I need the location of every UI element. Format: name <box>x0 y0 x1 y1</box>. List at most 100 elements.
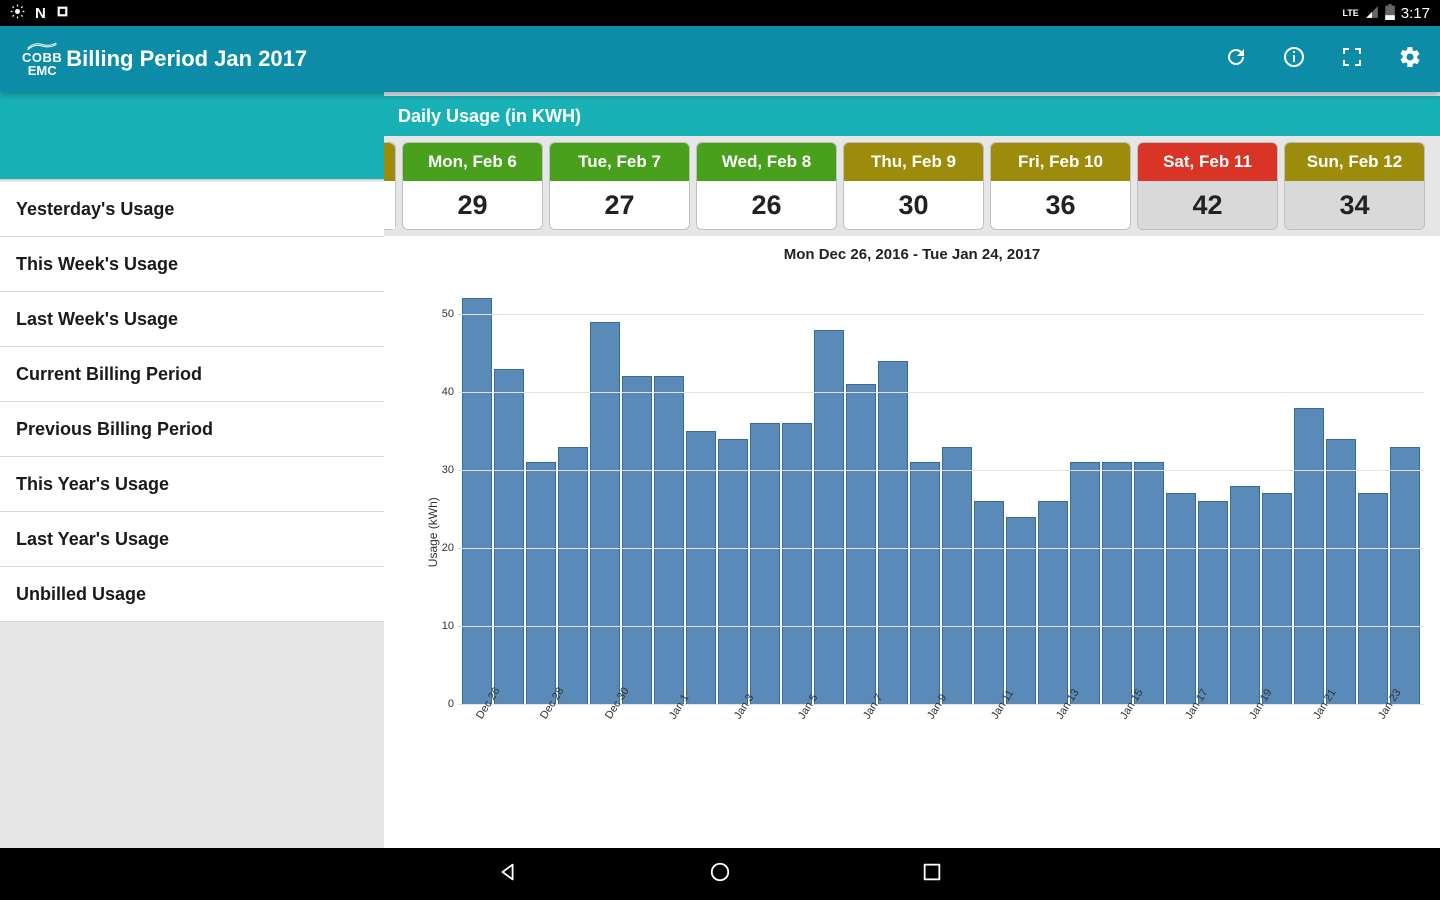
chart-bar <box>590 322 620 704</box>
clock-label: 3:17 <box>1401 5 1430 22</box>
signal-icon <box>1365 5 1379 22</box>
day-card-value: 29 <box>403 181 542 229</box>
sidebar: Yesterday's UsageThis Week's UsageLast W… <box>0 92 384 848</box>
chart-bar <box>1070 462 1100 704</box>
day-card-label: Fri, Feb 10 <box>991 143 1130 181</box>
chart-bar <box>1358 493 1388 704</box>
day-card[interactable]: Sat, Feb 1142 <box>1137 142 1278 230</box>
y-axis-label: Usage (kWh) <box>426 497 440 567</box>
chart-bar <box>1102 462 1132 704</box>
chart-title: Mon Dec 26, 2016 - Tue Jan 24, 2017 <box>390 246 1434 263</box>
panel-title: Daily Usage (in KWH) <box>384 96 1440 136</box>
day-card-value: 42 <box>1138 181 1277 229</box>
main: Daily Usage (in KWH) Mon, Feb 629Tue, Fe… <box>384 92 1440 848</box>
android-nav-bar <box>0 848 1440 900</box>
logo: COBB EMC <box>22 42 62 77</box>
gear-icon[interactable] <box>1398 45 1422 74</box>
back-icon[interactable] <box>497 861 519 888</box>
day-card-label: Tue, Feb 7 <box>550 143 689 181</box>
status-left: N <box>10 4 69 22</box>
chart-bar <box>526 462 556 704</box>
chart-bar <box>974 501 1004 704</box>
chart-bar <box>910 462 940 704</box>
y-tick: 50 <box>428 308 454 320</box>
day-card[interactable]: Sun, Feb 1234 <box>1284 142 1425 230</box>
y-tick: 10 <box>428 620 454 632</box>
android-status-bar: N LTE 3:17 <box>0 0 1440 26</box>
day-cards-row[interactable]: Mon, Feb 629Tue, Feb 727Wed, Feb 826Thu,… <box>384 136 1440 236</box>
y-tick: 40 <box>428 386 454 398</box>
chart-bar <box>1038 501 1068 704</box>
chart-bar <box>654 376 684 704</box>
day-card[interactable]: Wed, Feb 826 <box>696 142 837 230</box>
logo-line1: COBB <box>22 51 62 64</box>
sidebar-item[interactable]: Last Year's Usage <box>0 512 384 567</box>
sidebar-item[interactable]: This Week's Usage <box>0 237 384 292</box>
chart-bar <box>718 439 748 704</box>
sidebar-item[interactable]: This Year's Usage <box>0 457 384 512</box>
sidebar-item[interactable]: Current Billing Period <box>0 347 384 402</box>
refresh-icon[interactable] <box>1224 45 1248 74</box>
page-title: Billing Period Jan 2017 <box>66 46 307 72</box>
chart-container: Mon Dec 26, 2016 - Tue Jan 24, 2017 Usag… <box>384 236 1440 848</box>
sidebar-item[interactable]: Yesterday's Usage <box>0 182 384 237</box>
day-card-value: 30 <box>844 181 983 229</box>
chart-bar <box>1198 501 1228 704</box>
content: Yesterday's UsageThis Week's UsageLast W… <box>0 92 1440 848</box>
day-card[interactable]: Tue, Feb 727 <box>549 142 690 230</box>
chart-bar <box>782 423 812 704</box>
y-tick: 30 <box>428 464 454 476</box>
chart-bar <box>494 369 524 704</box>
home-icon[interactable] <box>709 861 731 888</box>
sidebar-item[interactable]: Last Week's Usage <box>0 292 384 347</box>
logo-line2: EMC <box>22 64 62 77</box>
chart-plot: 01020304050 <box>458 275 1424 705</box>
battery-icon <box>1385 4 1395 23</box>
fullscreen-icon[interactable] <box>1340 45 1364 74</box>
day-card-value: 36 <box>991 181 1130 229</box>
chart-bar <box>686 431 716 704</box>
day-card-value: 26 <box>697 181 836 229</box>
day-card-label: Mon, Feb 6 <box>403 143 542 181</box>
chart-bar <box>1326 439 1356 704</box>
app-bar-left: COBB EMC Billing Period Jan 2017 <box>22 42 307 77</box>
recent-icon[interactable] <box>921 861 943 888</box>
chart-bar <box>878 361 908 704</box>
chart-bar <box>462 298 492 704</box>
chart-bar <box>622 376 652 704</box>
y-tick: 20 <box>428 542 454 554</box>
n-icon: N <box>35 5 46 22</box>
chart-bar <box>1134 462 1164 704</box>
chart-bar <box>942 447 972 704</box>
x-axis-labels: Dec 26Dec 28Dec 30Jan 1Jan 3Jan 5Jan 7Ja… <box>458 709 1424 795</box>
chart-bar <box>1262 493 1292 704</box>
sidebar-header <box>0 92 384 180</box>
day-card-label: Sat, Feb 11 <box>1138 143 1277 181</box>
chart-bar <box>1230 486 1260 704</box>
chart-bar <box>558 447 588 704</box>
chart-bar <box>1390 447 1420 704</box>
y-tick: 0 <box>428 698 454 710</box>
day-card[interactable]: Fri, Feb 1036 <box>990 142 1131 230</box>
day-card-label: Thu, Feb 9 <box>844 143 983 181</box>
chart-bars <box>458 275 1424 704</box>
sidebar-item[interactable]: Previous Billing Period <box>0 402 384 457</box>
chart-bar <box>1294 408 1324 704</box>
day-card-value: 27 <box>550 181 689 229</box>
chart-bar <box>1166 493 1196 704</box>
info-icon[interactable] <box>1282 45 1306 74</box>
sidebar-item[interactable]: Unbilled Usage <box>0 567 384 622</box>
app-bar: COBB EMC Billing Period Jan 2017 <box>0 26 1440 92</box>
chart-bar <box>814 330 844 704</box>
app-bar-actions <box>1224 45 1422 74</box>
status-right: LTE 3:17 <box>1342 4 1430 23</box>
day-card[interactable]: Mon, Feb 629 <box>402 142 543 230</box>
day-card-label: Wed, Feb 8 <box>697 143 836 181</box>
chart-bar <box>846 384 876 704</box>
day-card-label: Sun, Feb 12 <box>1285 143 1424 181</box>
chart-bar <box>1006 517 1036 704</box>
chart-area: Usage (kWh) 01020304050 Dec 26Dec 28Dec … <box>422 275 1434 795</box>
day-card[interactable]: Thu, Feb 930 <box>843 142 984 230</box>
day-card-partial <box>384 142 396 230</box>
day-card-value: 34 <box>1285 181 1424 229</box>
